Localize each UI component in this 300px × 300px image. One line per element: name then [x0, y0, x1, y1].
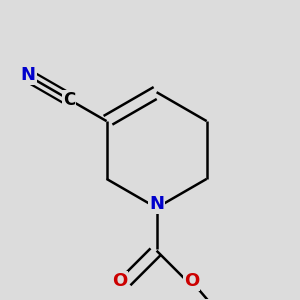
Text: O: O	[112, 272, 127, 290]
Text: N: N	[149, 196, 164, 214]
Text: C: C	[63, 91, 75, 109]
Text: O: O	[184, 272, 200, 290]
Text: N: N	[21, 66, 36, 84]
